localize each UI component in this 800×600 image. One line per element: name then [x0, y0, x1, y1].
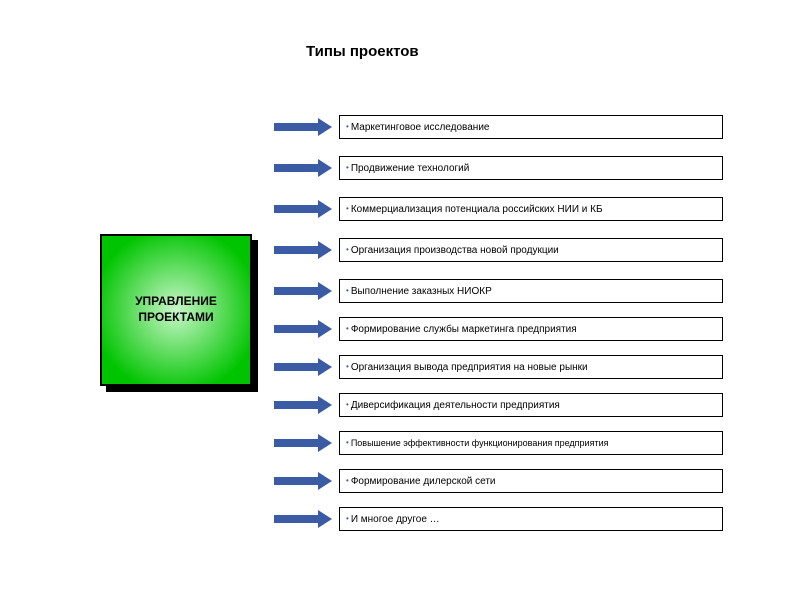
diagram-title: Типы проектов — [306, 43, 419, 60]
project-type-label: Организация вывода предприятия на новые … — [351, 362, 588, 373]
bullet-icon: • — [346, 401, 349, 409]
project-type-item: •Повышение эффективности функционировани… — [339, 431, 723, 455]
arrow-5 — [274, 320, 332, 338]
arrow-shaft — [274, 477, 318, 485]
arrow-head-icon — [318, 358, 332, 376]
arrow-10 — [274, 510, 332, 528]
arrow-head-icon — [318, 241, 332, 259]
bullet-icon: • — [346, 515, 349, 523]
arrow-7 — [274, 396, 332, 414]
arrow-6 — [274, 358, 332, 376]
project-type-label: Организация производства новой продукции — [351, 245, 559, 256]
project-type-item: •Формирование службы маркетинга предприя… — [339, 317, 723, 341]
project-type-item: •Формирование дилерской сети — [339, 469, 723, 493]
arrow-head-icon — [318, 200, 332, 218]
project-type-label: Формирование дилерской сети — [351, 476, 496, 487]
project-type-item: •Выполнение заказных НИОКР — [339, 279, 723, 303]
project-type-item: •И многое другое … — [339, 507, 723, 531]
arrow-shaft — [274, 401, 318, 409]
bullet-icon: • — [346, 123, 349, 131]
arrow-head-icon — [318, 434, 332, 452]
project-type-item: •Организация производства новой продукци… — [339, 238, 723, 262]
project-type-label: Коммерциализация потенциала российских Н… — [351, 204, 603, 215]
arrow-shaft — [274, 205, 318, 213]
arrow-1 — [274, 159, 332, 177]
arrow-head-icon — [318, 159, 332, 177]
project-type-label: Диверсификация деятельности предприятия — [351, 400, 560, 411]
project-type-label: Повышение эффективности функционирования… — [351, 438, 609, 448]
arrow-9 — [274, 472, 332, 490]
main-box: УПРАВЛЕНИЕ ПРОЕКТАМИ — [100, 234, 252, 386]
project-type-label: Выполнение заказных НИОКР — [351, 286, 492, 297]
main-box-label: УПРАВЛЕНИЕ ПРОЕКТАМИ — [102, 294, 250, 325]
arrow-head-icon — [318, 320, 332, 338]
bullet-icon: • — [346, 325, 349, 333]
bullet-icon: • — [346, 439, 349, 447]
arrow-8 — [274, 434, 332, 452]
arrow-shaft — [274, 246, 318, 254]
arrow-head-icon — [318, 118, 332, 136]
arrow-2 — [274, 200, 332, 218]
bullet-icon: • — [346, 363, 349, 371]
project-type-label: Формирование службы маркетинга предприят… — [351, 324, 577, 335]
arrow-head-icon — [318, 472, 332, 490]
project-type-label: Маркетинговое исследование — [351, 122, 490, 133]
bullet-icon: • — [346, 477, 349, 485]
arrow-shaft — [274, 439, 318, 447]
project-type-label: И многое другое … — [351, 514, 440, 525]
arrow-shaft — [274, 164, 318, 172]
arrow-shaft — [274, 363, 318, 371]
arrow-3 — [274, 241, 332, 259]
project-type-label: Продвижение технологий — [351, 163, 470, 174]
bullet-icon: • — [346, 205, 349, 213]
arrow-head-icon — [318, 282, 332, 300]
project-type-item: •Маркетинговое исследование — [339, 115, 723, 139]
arrow-shaft — [274, 325, 318, 333]
bullet-icon: • — [346, 246, 349, 254]
arrow-head-icon — [318, 510, 332, 528]
project-type-item: •Организация вывода предприятия на новые… — [339, 355, 723, 379]
project-type-item: •Продвижение технологий — [339, 156, 723, 180]
arrow-shaft — [274, 515, 318, 523]
project-type-item: •Диверсификация деятельности предприятия — [339, 393, 723, 417]
arrow-shaft — [274, 287, 318, 295]
bullet-icon: • — [346, 287, 349, 295]
bullet-icon: • — [346, 164, 349, 172]
arrow-head-icon — [318, 396, 332, 414]
arrow-0 — [274, 118, 332, 136]
arrow-shaft — [274, 123, 318, 131]
project-type-item: •Коммерциализация потенциала российских … — [339, 197, 723, 221]
arrow-4 — [274, 282, 332, 300]
